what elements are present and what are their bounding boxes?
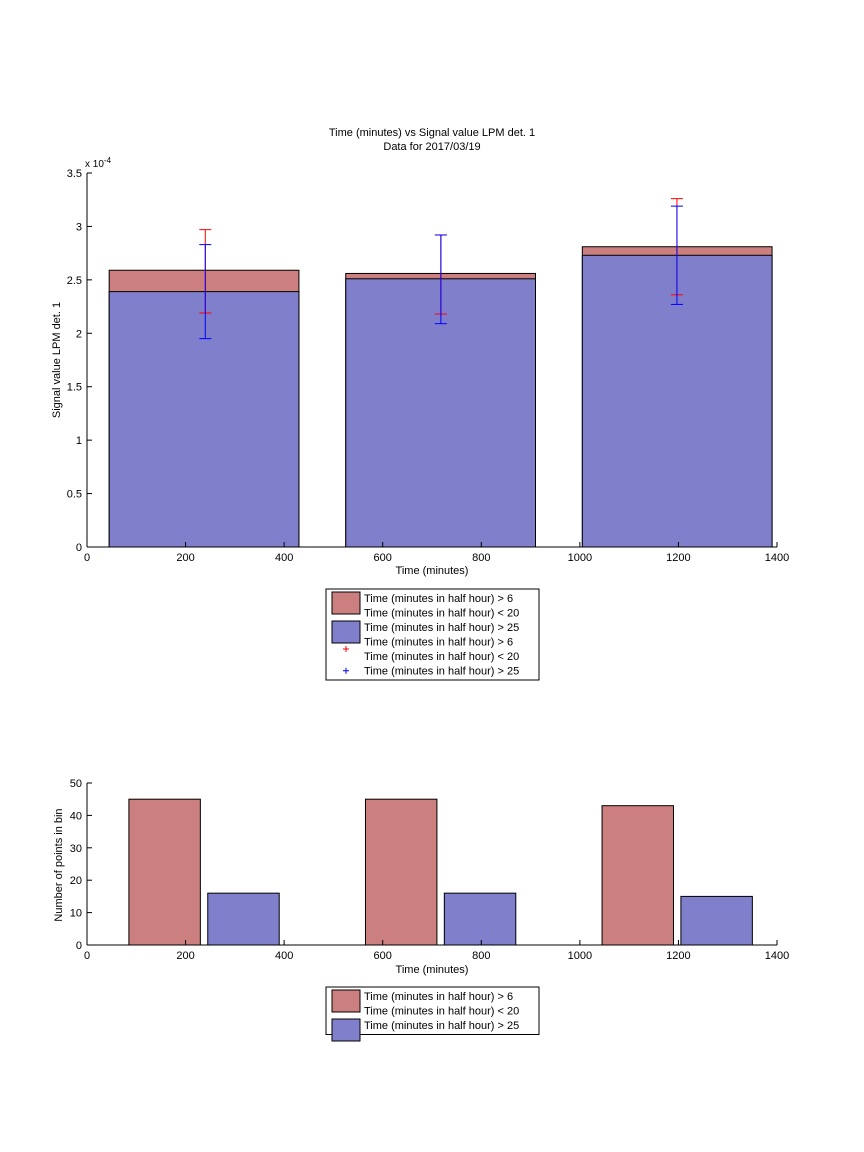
y-tick-label: 2 <box>76 328 82 340</box>
legend-label: Time (minutes in half hour) > 6 <box>364 593 513 605</box>
legend-swatch-blue <box>331 620 361 644</box>
y-tick-label: 40 <box>70 810 82 822</box>
bar-red <box>601 805 674 946</box>
y-tick-label: 1 <box>76 435 82 447</box>
count-chart: 0 200 400 600 800 1000 1200 1400 0 10 20 30 40 50 Tim… <box>53 778 789 1042</box>
x-tick-label: 0 <box>84 552 90 564</box>
y-tick-label: 10 <box>70 908 82 920</box>
y-axis-label: Signal value LPM det. 1 <box>51 302 63 418</box>
y-exponent-base: x 10 <box>85 159 104 170</box>
signal-chart: Time (minutes) vs Signal value LPM det. … <box>51 127 790 681</box>
x-tick-label: 400 <box>275 552 293 564</box>
legend-swatch-blue <box>331 1018 361 1042</box>
x-tick-label: 1200 <box>666 950 690 962</box>
x-axis-label: Time (minutes) <box>396 565 469 577</box>
x-tick-label: 1000 <box>568 950 592 962</box>
chart-title: Time (minutes) vs Signal value LPM det. … <box>329 127 535 139</box>
legend-label: Time (minutes in half hour) > 6 <box>364 991 513 1003</box>
axes: 0 200 400 600 800 1000 1200 1400 0 0.5 1 1.5 2 2.5 3 3.… <box>67 168 790 564</box>
y-exponent-label: x 10-4 <box>85 156 112 170</box>
legend-label: Time (minutes in half hour) < 20 <box>364 608 519 620</box>
x-tick-label: 0 <box>84 950 90 962</box>
error-bars <box>199 198 683 340</box>
axes: 0 200 400 600 800 1000 1200 1400 0 10 20 30 40 50 <box>70 778 789 962</box>
legend-box <box>325 588 540 681</box>
legend-label: Time (minutes in half hour) > 6 <box>364 637 513 649</box>
x-tick-label: 200 <box>176 950 194 962</box>
chart-subtitle: Data for 2017/03/19 <box>383 141 480 153</box>
bar-blue <box>443 892 517 946</box>
legend-box <box>325 986 540 1035</box>
y-tick-label: 3.5 <box>67 168 82 180</box>
y-tick-label: 3 <box>76 221 82 233</box>
y-tick-label: 0.5 <box>67 489 82 501</box>
bar-red <box>128 798 201 946</box>
legend-swatch-red <box>331 989 361 1013</box>
legend-label: Time (minutes in half hour) > 25 <box>364 1020 519 1032</box>
x-axis-label: Time (minutes) <box>396 964 469 976</box>
x-tick-label: 1000 <box>568 552 592 564</box>
x-tick-label: 200 <box>176 552 194 564</box>
legend-swatch-red <box>331 591 361 615</box>
legend-label: Time (minutes in half hour) > 25 <box>364 666 519 678</box>
x-tick-label: 600 <box>374 950 392 962</box>
y-tick-label: 0 <box>76 940 82 952</box>
legend: Time (minutes in half hour) > 6 Time (min… <box>325 986 540 1042</box>
x-tick-label: 800 <box>472 950 490 962</box>
y-exponent-power: -4 <box>104 156 112 165</box>
bar-blue <box>207 892 280 946</box>
bar-red <box>364 798 438 946</box>
legend-label: Time (minutes in half hour) > 25 <box>364 622 519 634</box>
legend-label: Time (minutes in half hour) < 20 <box>364 651 519 663</box>
bar-blue <box>108 291 300 548</box>
x-tick-label: 1400 <box>765 552 789 564</box>
x-tick-label: 1200 <box>666 552 690 564</box>
legend-label: Time (minutes in half hour) < 20 <box>364 1006 519 1018</box>
x-tick-label: 600 <box>374 552 392 564</box>
y-tick-label: 2.5 <box>67 275 82 287</box>
bars <box>128 798 753 946</box>
bar-blue <box>680 895 753 946</box>
y-axis-label: Number of points in bin <box>53 808 65 921</box>
y-tick-label: 0 <box>76 542 82 554</box>
y-tick-label: 1.5 <box>67 382 82 394</box>
y-tick-label: 50 <box>70 778 82 790</box>
x-tick-label: 1400 <box>765 950 789 962</box>
y-tick-label: 30 <box>70 843 82 855</box>
legend: Time (minutes in half hour) > 6 Time (min… <box>325 588 540 681</box>
x-tick-label: 800 <box>472 552 490 564</box>
y-tick-label: 20 <box>70 875 82 887</box>
x-tick-label: 400 <box>275 950 293 962</box>
